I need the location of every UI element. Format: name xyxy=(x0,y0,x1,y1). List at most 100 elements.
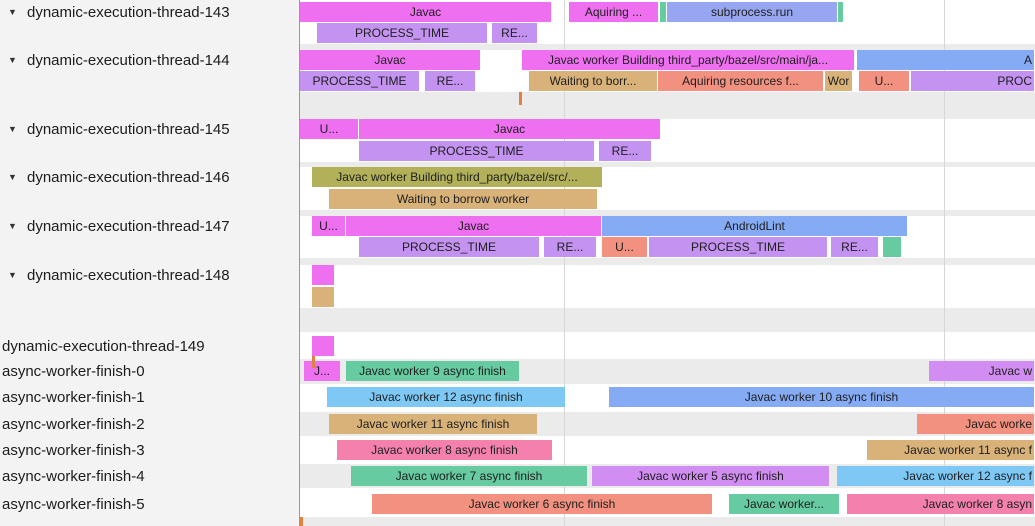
timeline-slice[interactable]: U... xyxy=(602,237,647,257)
row-background xyxy=(300,44,1035,50)
timeline-slice[interactable]: Javac worker 11 async finish xyxy=(329,414,537,434)
timeline-slice[interactable]: Javac worker 7 async finish xyxy=(351,466,587,486)
timeline-slice[interactable]: RE... xyxy=(492,23,537,43)
timeline-slice[interactable]: RE... xyxy=(831,237,878,257)
slice-label: PROCESS_TIME xyxy=(429,144,524,158)
timeline-slice[interactable]: U... xyxy=(859,71,909,91)
timeline-slice[interactable]: Javac worker 9 async finish xyxy=(346,361,519,381)
row-background xyxy=(300,258,1035,265)
timeline-slice[interactable]: PROCESS_TIME xyxy=(317,23,487,43)
timeline-slice[interactable]: J... xyxy=(304,361,340,381)
timeline-slice[interactable] xyxy=(660,2,666,22)
timeline-slice[interactable]: Javac worker 12 async finish xyxy=(327,387,565,407)
timeline-slice[interactable] xyxy=(312,265,334,285)
track-label-dynamic-execution-thread-143[interactable]: ▼ dynamic-execution-thread-143 xyxy=(0,2,299,23)
track-name-text: dynamic-execution-thread-143 xyxy=(27,4,230,21)
slice-label: RE... xyxy=(611,144,639,158)
timeline-slice[interactable]: Javac w xyxy=(929,361,1034,381)
row-background xyxy=(300,162,1035,167)
timeline-slice[interactable]: Javac worker 12 async f xyxy=(837,466,1034,486)
timeline-slice[interactable]: PROCESS_TIME xyxy=(359,141,594,161)
timeline-slice[interactable]: Waiting to borr... xyxy=(529,71,657,91)
timeline-slice[interactable] xyxy=(838,2,843,22)
track-label-async-worker-finish-5[interactable]: async-worker-finish-5 xyxy=(0,494,299,515)
timeline-slice[interactable]: Javac worker... xyxy=(729,494,839,514)
timeline-slice[interactable]: U... xyxy=(312,216,345,236)
timeline-slice[interactable]: RE... xyxy=(544,237,596,257)
instant-marker xyxy=(312,356,315,368)
collapse-arrow-icon[interactable]: ▼ xyxy=(8,270,17,280)
collapse-arrow-icon[interactable]: ▼ xyxy=(8,221,17,231)
row-background xyxy=(300,308,1035,332)
timeline-slice[interactable]: RE... xyxy=(425,71,475,91)
track-name-text: async-worker-finish-3 xyxy=(2,442,145,459)
track-label-async-worker-finish-1[interactable]: async-worker-finish-1 xyxy=(0,387,299,408)
track-label-async-worker-finish-2[interactable]: async-worker-finish-2 xyxy=(0,414,299,435)
timeline-slice[interactable]: Javac worker 6 async finish xyxy=(372,494,712,514)
track-label-dynamic-execution-thread-148[interactable]: ▼ dynamic-execution-thread-148 xyxy=(0,265,299,286)
timeline-slice[interactable]: PROCESS_TIME xyxy=(300,71,419,91)
track-label-async-worker-finish-3[interactable]: async-worker-finish-3 xyxy=(0,440,299,461)
slice-label: Waiting to borr... xyxy=(549,74,637,88)
track-label-dynamic-execution-thread-147[interactable]: ▼ dynamic-execution-thread-147 xyxy=(0,216,299,237)
timeline-slice[interactable]: Javac worker 11 async f xyxy=(867,440,1034,460)
collapse-arrow-icon[interactable]: ▼ xyxy=(8,7,17,17)
timeline-slice[interactable]: Javac worke xyxy=(917,414,1034,434)
timeline-slice[interactable]: Javac xyxy=(300,2,551,22)
timeline-slice[interactable]: Javac worker Building third_party/bazel/… xyxy=(312,167,602,187)
timeline-canvas[interactable]: Javac Aquiring ... subprocess.run PROCESS_T… xyxy=(300,0,1035,526)
slice-label: PROC xyxy=(997,74,1032,88)
timeline-slice[interactable]: Javac worker 8 asyn xyxy=(847,494,1034,514)
timeline-slice[interactable]: PROC xyxy=(911,71,1034,91)
slice-label: U... xyxy=(874,74,894,88)
track-name-text: dynamic-execution-thread-148 xyxy=(27,267,230,284)
track-label-dynamic-execution-thread-146[interactable]: ▼ dynamic-execution-thread-146 xyxy=(0,167,299,188)
collapse-arrow-icon[interactable]: ▼ xyxy=(8,124,17,134)
timeline-slice[interactable]: PROCESS_TIME xyxy=(359,237,539,257)
slice-label: A xyxy=(1023,53,1032,67)
timeline-slice[interactable]: Aquiring resources f... xyxy=(658,71,823,91)
slice-label: AndroidLint xyxy=(724,219,785,233)
timeline-slice[interactable]: Javac worker 5 async finish xyxy=(592,466,829,486)
row-background xyxy=(300,517,1035,526)
track-name-text: dynamic-execution-thread-147 xyxy=(27,218,230,235)
track-label-dynamic-execution-thread-145[interactable]: ▼ dynamic-execution-thread-145 xyxy=(0,119,299,140)
timeline-slice[interactable]: PROCESS_TIME xyxy=(649,237,827,257)
row-background xyxy=(300,92,1035,119)
slice-label: PROCESS_TIME xyxy=(690,240,786,254)
timeline-slice[interactable]: Javac worker Building third_party/bazel/… xyxy=(522,50,854,70)
track-label-async-worker-finish-0[interactable]: async-worker-finish-0 xyxy=(0,361,299,382)
track-name-text: async-worker-finish-2 xyxy=(2,416,145,433)
timeline-slice[interactable]: subprocess.run xyxy=(667,2,837,22)
timeline-slice[interactable] xyxy=(883,237,901,257)
track-name-text: async-worker-finish-5 xyxy=(2,496,145,513)
track-name-text: dynamic-execution-thread-144 xyxy=(27,52,230,69)
slice-label: PROCESS_TIME xyxy=(354,26,450,40)
timeline-slice[interactable]: Aquiring ... xyxy=(569,2,658,22)
timeline-slice[interactable]: Waiting to borrow worker xyxy=(329,189,597,209)
track-label-dynamic-execution-thread-144[interactable]: ▼ dynamic-execution-thread-144 xyxy=(0,50,299,71)
timeline-slice[interactable]: Javac worker 8 async finish xyxy=(337,440,552,460)
timeline-slice[interactable]: Wor xyxy=(825,71,852,91)
timeline-slice[interactable]: Javac xyxy=(300,50,480,70)
timeline-slice[interactable]: Javac xyxy=(346,216,601,236)
timeline-slice[interactable]: Javac xyxy=(359,119,660,139)
track-name-text: dynamic-execution-thread-149 xyxy=(2,338,205,355)
slice-label: U... xyxy=(319,122,339,136)
timeline-slice[interactable]: U... xyxy=(300,119,358,139)
track-label-async-worker-finish-4[interactable]: async-worker-finish-4 xyxy=(0,466,299,487)
timeline-slice[interactable]: AndroidLint xyxy=(602,216,907,236)
timeline-slice[interactable]: A xyxy=(857,50,1034,70)
timeline-slice[interactable]: RE... xyxy=(599,141,651,161)
slice-label: RE... xyxy=(841,240,868,254)
collapse-arrow-icon[interactable]: ▼ xyxy=(8,55,17,65)
track-label-dynamic-execution-thread-149[interactable]: dynamic-execution-thread-149 xyxy=(0,336,299,357)
timeline-slice[interactable]: Javac worker 10 async finish xyxy=(609,387,1034,407)
slice-label: Javac worker 8 asyn xyxy=(922,497,1032,511)
slice-label: Javac xyxy=(374,53,406,67)
timeline-slice[interactable] xyxy=(312,287,334,307)
collapse-arrow-icon[interactable]: ▼ xyxy=(8,172,17,182)
time-gridline xyxy=(944,0,945,526)
timeline-slice[interactable] xyxy=(312,336,334,356)
slice-label: Javac xyxy=(457,219,490,233)
